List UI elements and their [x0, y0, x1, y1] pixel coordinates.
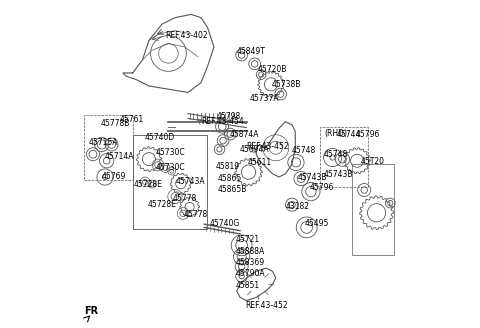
Text: 45819: 45819 — [216, 162, 240, 171]
Text: 45796: 45796 — [356, 130, 380, 138]
Text: 45730C: 45730C — [156, 163, 186, 172]
Text: 45743B: 45743B — [324, 170, 353, 179]
Text: 45865: 45865 — [217, 174, 241, 183]
Text: 45740D: 45740D — [145, 133, 175, 142]
Text: 45769: 45769 — [102, 172, 126, 181]
Text: 45849T: 45849T — [237, 47, 265, 56]
Text: 45T20: 45T20 — [360, 157, 384, 166]
Text: 45728E: 45728E — [133, 180, 162, 189]
Text: 45796: 45796 — [310, 183, 334, 192]
Text: 45778: 45778 — [184, 210, 208, 219]
Text: 45744: 45744 — [337, 130, 361, 138]
Text: 45851: 45851 — [236, 281, 260, 291]
Text: REF.43-454: REF.43-454 — [201, 117, 244, 126]
Text: 458369: 458369 — [236, 258, 265, 267]
Text: 45798: 45798 — [216, 113, 241, 121]
Text: 45761: 45761 — [120, 114, 144, 124]
Text: 45865B: 45865B — [217, 185, 247, 194]
Text: 45721: 45721 — [236, 235, 260, 244]
Text: 45730C: 45730C — [156, 148, 186, 157]
Text: 45790A: 45790A — [236, 269, 266, 278]
Text: 45720B: 45720B — [258, 65, 287, 74]
Text: 45738B: 45738B — [272, 80, 301, 89]
Text: 45714A: 45714A — [105, 152, 134, 161]
Text: 45715A: 45715A — [89, 138, 118, 147]
Text: 45611: 45611 — [247, 158, 271, 167]
Text: FR: FR — [84, 306, 99, 316]
Text: 43182: 43182 — [286, 202, 310, 212]
Text: (RHD): (RHD) — [324, 129, 347, 138]
Text: 45748: 45748 — [292, 147, 316, 155]
Text: REF.43-452: REF.43-452 — [247, 142, 289, 151]
Text: 45743A: 45743A — [176, 177, 205, 186]
Text: 45743B: 45743B — [298, 173, 327, 182]
Text: 45748: 45748 — [324, 151, 348, 159]
Text: REF.43-402: REF.43-402 — [165, 31, 208, 40]
Text: 45737A: 45737A — [250, 94, 279, 103]
Text: 45874A: 45874A — [229, 130, 259, 138]
Text: 45888A: 45888A — [236, 247, 265, 256]
Text: 45694A: 45694A — [240, 145, 270, 154]
Text: REF.43-452: REF.43-452 — [245, 301, 288, 310]
Text: 45778B: 45778B — [101, 119, 130, 129]
Text: 45728E: 45728E — [147, 200, 176, 209]
Text: 45495: 45495 — [304, 219, 329, 228]
Text: 45778: 45778 — [172, 194, 197, 203]
Text: 45740G: 45740G — [210, 219, 240, 228]
